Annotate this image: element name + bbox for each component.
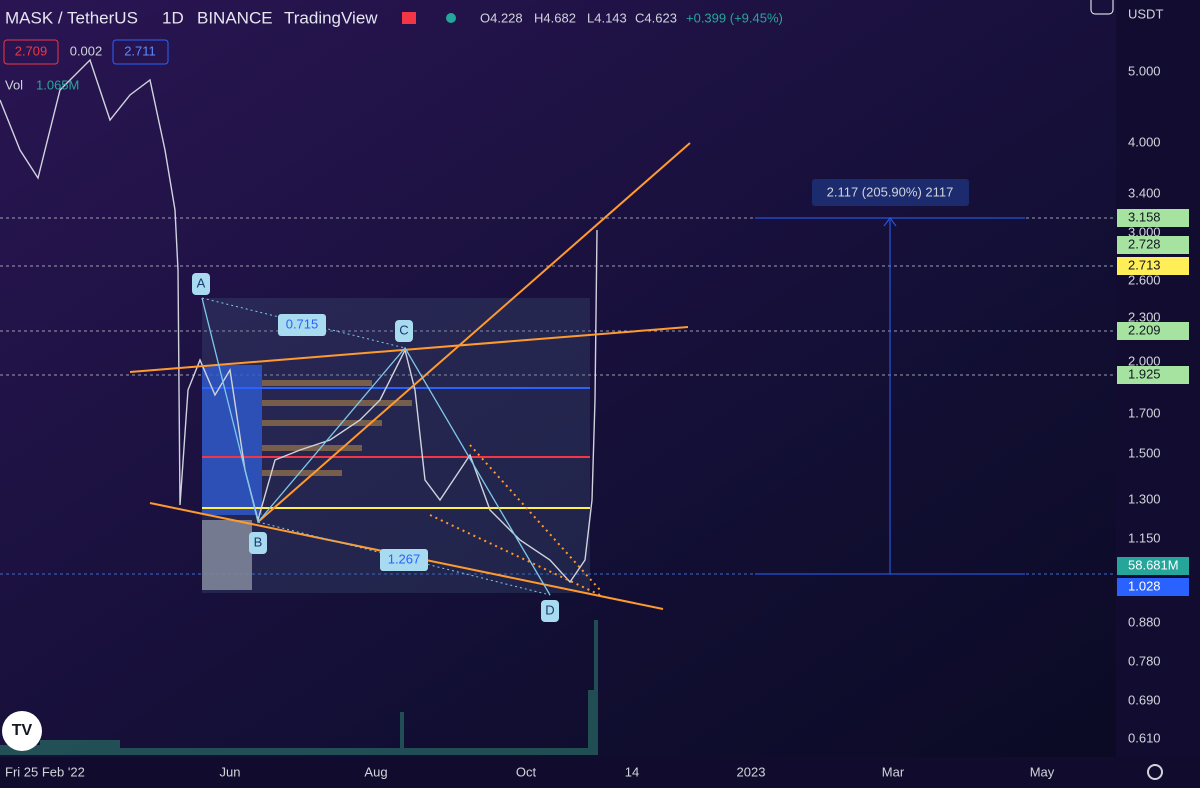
price-label-box [1117, 236, 1189, 254]
source: TradingView [284, 8, 378, 27]
price-tick: 0.610 [1128, 730, 1161, 745]
ohlc-close: C4.623 [635, 10, 677, 25]
price-label-box [1117, 257, 1189, 275]
ratio-box [278, 314, 326, 336]
time-axis-panel [0, 757, 1200, 788]
interval: 1D [162, 8, 184, 27]
price-tick: 0.880 [1128, 614, 1161, 629]
pattern-point-box [541, 600, 559, 622]
price-tick: 1.500 [1128, 445, 1161, 460]
price-label-box [1117, 578, 1189, 596]
price-label-box [1117, 209, 1189, 227]
measure-label: 2.117 (205.90%) 2117 [827, 184, 954, 199]
time-tick: Aug [364, 764, 387, 779]
ratio-box [380, 549, 428, 571]
price-label: 1.028 [1128, 578, 1161, 593]
time-tick: 14 [625, 764, 639, 779]
measure-box [812, 179, 969, 206]
price-tick: 2.000 [1128, 353, 1161, 368]
ask-button[interactable] [112, 39, 169, 65]
price-label: 58.681M [1128, 557, 1179, 572]
time-tick: 2023 [737, 764, 766, 779]
pattern-point: B [254, 534, 263, 549]
symbol: MASK / TetherUS [5, 8, 138, 27]
pattern-point-box [249, 532, 267, 554]
pattern-point: C [399, 322, 408, 337]
volume-bars [0, 620, 598, 755]
price-tick: 1.700 [1128, 405, 1161, 420]
time-tick: Jun [220, 764, 241, 779]
pattern-point-box [395, 320, 413, 342]
price-axis-panel [1116, 0, 1200, 788]
price-label: 3.158 [1128, 209, 1161, 224]
ratio-label: 1.267 [388, 551, 421, 566]
exchange: BINANCE [197, 8, 273, 27]
price-label: 2.728 [1128, 236, 1161, 251]
ask: 2.711 [124, 43, 156, 58]
settings-button[interactable] [1090, 0, 1114, 15]
price-label-box [1117, 322, 1189, 340]
volume-label: Vol [5, 77, 23, 92]
svg-text:TV: TV [12, 722, 33, 739]
price-tick: 3.400 [1128, 185, 1161, 200]
price-tick: 0.690 [1128, 692, 1161, 707]
price-tick: 2.300 [1128, 309, 1161, 324]
flag[interactable] [402, 12, 416, 24]
pattern-point: A [197, 275, 206, 290]
volume-value: 1.065M [36, 77, 79, 92]
price-tick: 3.000 [1128, 224, 1161, 239]
legend-header: MASK / TetherUS 1D BINANCE TradingView O… [3, 8, 783, 92]
time-start: Fri 25 Feb '22 [5, 764, 85, 779]
price-tick: 4.000 [1128, 134, 1161, 149]
pattern-point-box [192, 273, 210, 295]
spread: 0.002 [70, 43, 103, 58]
bid: 2.709 [15, 43, 48, 58]
ohlc-open: O4.228 [480, 10, 523, 25]
price-label-box [1117, 366, 1189, 384]
bid-button[interactable] [3, 39, 59, 65]
price-label-box [1117, 557, 1189, 575]
price-tick: 1.150 [1128, 530, 1161, 545]
time-tick: May [1030, 764, 1055, 779]
measure-tool [755, 217, 1025, 575]
ohlc-low: L4.143 [587, 10, 627, 25]
volume-profile [202, 365, 412, 590]
time-tick: Oct [516, 764, 537, 779]
status-dot [446, 13, 456, 23]
price-tick: 1.300 [1128, 491, 1161, 506]
price-series [0, 58, 598, 584]
price-label: 2.209 [1128, 322, 1161, 337]
price-tick: 0.780 [1128, 653, 1161, 668]
price-label: 1.925 [1128, 366, 1161, 381]
price-tick: 5.000 [1128, 63, 1161, 78]
time-tick: Mar [882, 764, 905, 779]
axis-settings[interactable] [1147, 764, 1163, 780]
ratio-label: 0.715 [286, 316, 319, 331]
currency[interactable]: USDT [1128, 6, 1163, 21]
price-tick: 2.600 [1128, 272, 1161, 287]
xabcd-pattern [201, 297, 551, 596]
pattern-point: D [545, 602, 554, 617]
ohlc-change: +0.399 (+9.45%) [686, 10, 783, 25]
price-label: 2.713 [1128, 257, 1161, 272]
ohlc-high: H4.682 [534, 10, 576, 25]
logo: TV [2, 711, 42, 751]
